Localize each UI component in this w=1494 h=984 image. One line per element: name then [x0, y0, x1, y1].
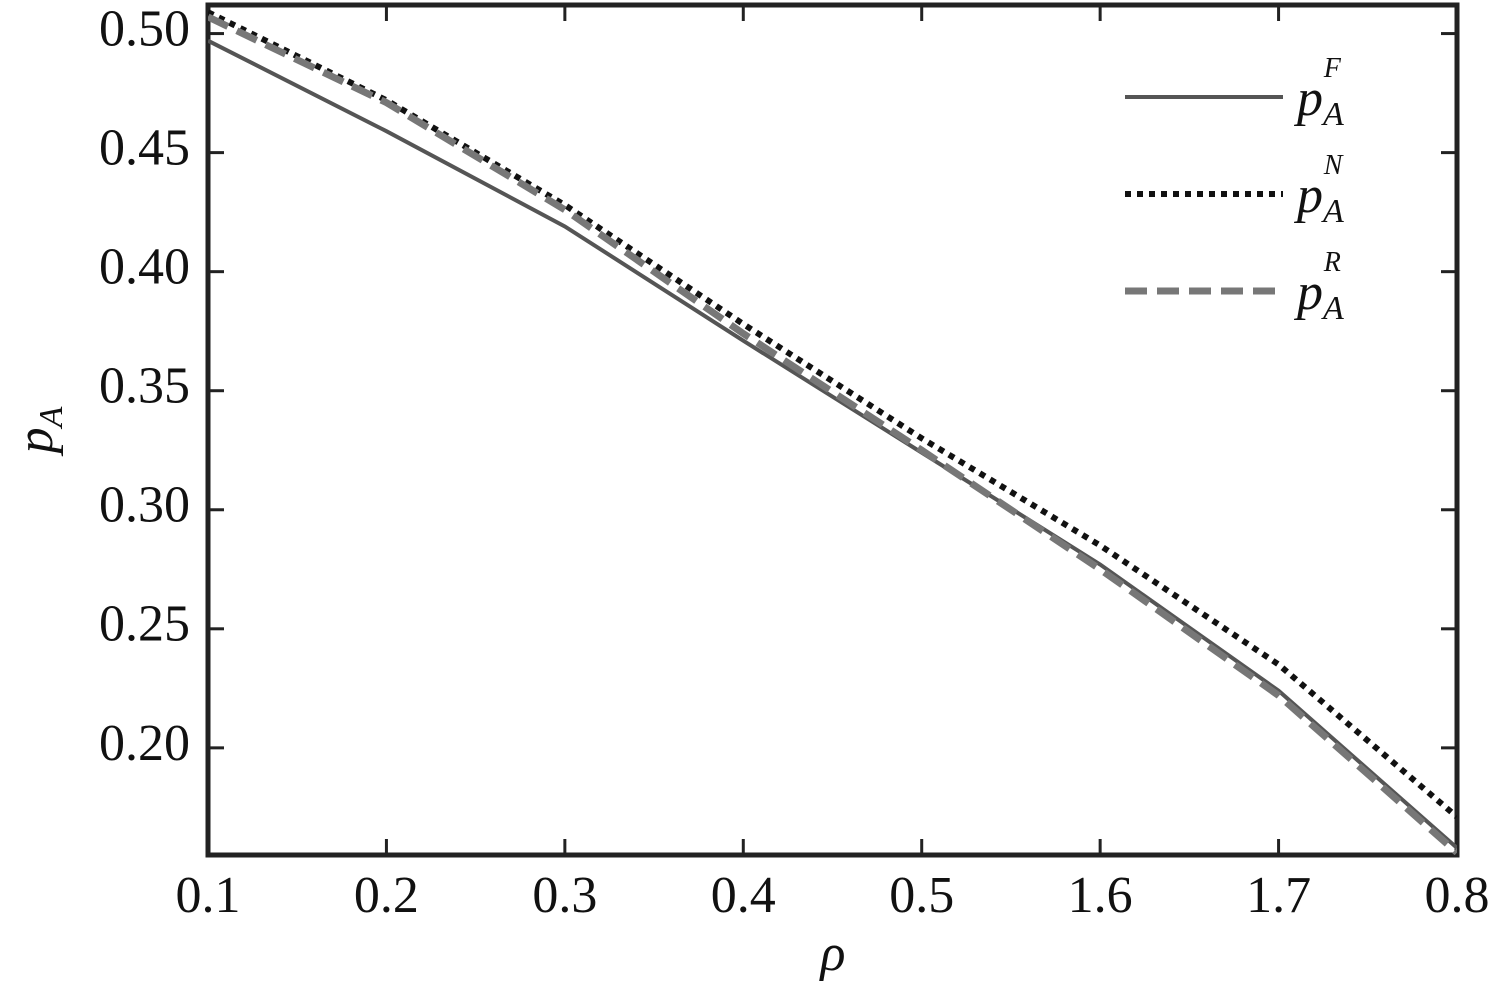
series-line [208, 38, 1457, 850]
y-axis-label: pA [7, 406, 70, 457]
x-tick-label: 0.2 [354, 867, 419, 924]
x-tick-label: 0.8 [1425, 867, 1490, 924]
y-tick-label: 0.50 [99, 1, 190, 58]
y-tick-label: 0.35 [99, 358, 190, 415]
series-line [208, 13, 1457, 855]
legend-label: pAN [1293, 150, 1344, 229]
y-tick-label: 0.25 [99, 596, 190, 653]
y-tick-label: 0.20 [99, 715, 190, 772]
legend-label: pAR [1293, 247, 1344, 326]
x-axis-label: ρ [819, 925, 846, 982]
x-tick-label: 1.7 [1246, 867, 1311, 924]
x-tick-label: 0.3 [532, 867, 597, 924]
y-tick-label: 0.45 [99, 120, 190, 177]
plot-frame [205, 2, 1460, 858]
x-tick-label: 0.1 [176, 867, 241, 924]
x-tick-label: 0.4 [711, 867, 776, 924]
series-line [208, 9, 1457, 820]
y-tick-label: 0.40 [99, 239, 190, 296]
legend-label: pAF [1293, 53, 1344, 132]
y-tick-label: 0.30 [99, 477, 190, 534]
x-tick-label: 0.5 [889, 867, 954, 924]
x-tick-label: 1.6 [1068, 867, 1133, 924]
